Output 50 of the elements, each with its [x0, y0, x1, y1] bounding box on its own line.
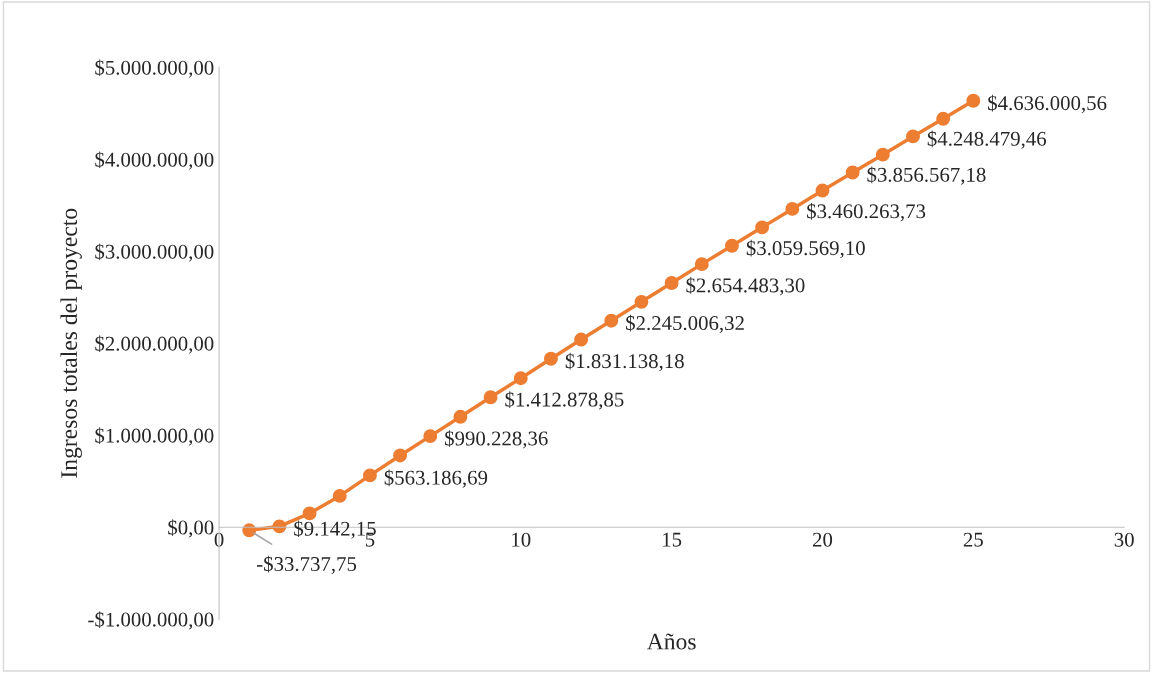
data-label: $4.636.000,56 [988, 94, 1107, 114]
point [393, 448, 408, 463]
y-tick-label: $5.000.000,00 [95, 59, 214, 78]
x-tick-label: 25 [963, 532, 983, 547]
point [543, 351, 558, 366]
point [785, 201, 800, 216]
point [966, 93, 981, 108]
data-label: $1.831.138,18 [565, 352, 684, 372]
point [725, 238, 739, 253]
data-label: $3.460.263,73 [807, 203, 926, 222]
data-label: -$33.737,75 [256, 555, 357, 575]
point [604, 313, 619, 328]
point [875, 147, 890, 162]
point [845, 165, 860, 180]
point [423, 429, 438, 444]
y-tick-label: $4.000.000,00 [95, 151, 214, 170]
point [634, 294, 649, 309]
data-label: $990.228,36 [445, 430, 548, 449]
point [513, 371, 528, 386]
point [302, 506, 317, 521]
point [664, 276, 679, 290]
data-label: $3.059.569,10 [746, 239, 865, 259]
data-label: $2.245.006,32 [626, 314, 744, 334]
x-tick-label: 15 [663, 532, 682, 547]
point [815, 183, 830, 198]
y-tick-label: $0,00 [168, 519, 214, 538]
x-tick-label: 30 [1114, 532, 1134, 547]
y-tick-label: -$1.000.000,00 [88, 611, 214, 630]
point [332, 488, 347, 503]
data-label: $4.248.479,46 [927, 130, 1047, 149]
x-tick-label: 20 [812, 532, 833, 547]
data-label: $3.856.567,18 [867, 166, 986, 185]
y-tick-label: $2.000.000,00 [95, 335, 214, 354]
x-tick-label: 0 [214, 532, 224, 547]
point [694, 257, 709, 272]
point [936, 111, 951, 126]
point [362, 468, 377, 483]
data-label: $1.412.878,85 [505, 391, 624, 410]
x-tick-label: 10 [512, 532, 531, 547]
point [906, 129, 920, 144]
y-axis-title: Ingresos totales del proyecto [60, 208, 82, 478]
point [755, 220, 770, 235]
data-label: $2.654.483,30 [686, 277, 805, 296]
y-tick-label: $3.000.000,00 [95, 243, 214, 262]
y-tick-label: $1.000.000,00 [95, 427, 214, 446]
point [574, 332, 589, 347]
data-label: $563.186,69 [384, 469, 488, 488]
x-axis-title: Años [646, 633, 696, 650]
point [453, 409, 468, 424]
point [483, 390, 498, 405]
